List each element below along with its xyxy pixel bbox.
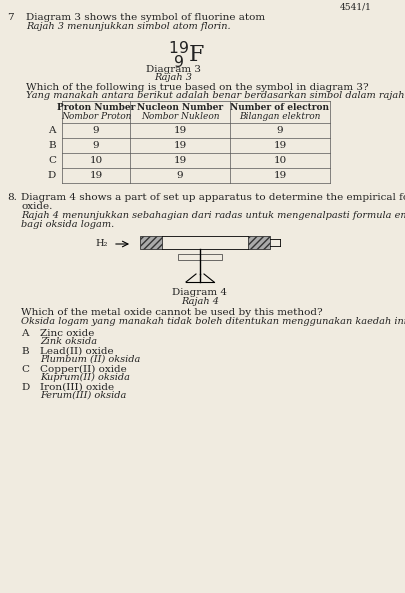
Text: Plumbum (II) oksida: Plumbum (II) oksida [40, 355, 141, 364]
Text: 19: 19 [173, 141, 187, 150]
Text: Nucleon Number: Nucleon Number [137, 103, 223, 112]
Text: Zinc oxide: Zinc oxide [40, 329, 94, 338]
Text: $^{19}_{\ 9}$F: $^{19}_{\ 9}$F [168, 40, 205, 71]
Text: H₂: H₂ [95, 239, 107, 248]
Text: Lead(II) oxide: Lead(II) oxide [40, 347, 114, 356]
Text: 9: 9 [93, 141, 99, 150]
Text: Nombor Proton: Nombor Proton [61, 112, 131, 121]
Text: C: C [21, 365, 29, 374]
Text: Rajah 4: Rajah 4 [181, 297, 219, 306]
Text: D: D [21, 383, 29, 392]
Text: Rajah 3 menunjukkan simbol atom florin.: Rajah 3 menunjukkan simbol atom florin. [26, 22, 230, 31]
Text: Diagram 4 shows a part of set up apparatus to determine the empirical formula of: Diagram 4 shows a part of set up apparat… [21, 193, 405, 202]
Text: Diagram 3 shows the symbol of fluorine atom: Diagram 3 shows the symbol of fluorine a… [26, 13, 265, 22]
Text: C: C [48, 156, 56, 165]
Text: 4541/1: 4541/1 [340, 3, 372, 12]
Text: D: D [48, 171, 56, 180]
Text: Oksida logam yang manakah tidak boleh ditentukan menggunakan kaedah ini. ?: Oksida logam yang manakah tidak boleh di… [21, 317, 405, 326]
Text: 8.: 8. [7, 193, 17, 202]
Text: Bilangan elektron: Bilangan elektron [239, 112, 321, 121]
Text: Proton Number: Proton Number [57, 103, 135, 112]
Text: bagi oksida logam.: bagi oksida logam. [21, 220, 114, 229]
Bar [140, 236, 162, 249]
Bar [178, 254, 222, 260]
Text: Diagram 3: Diagram 3 [145, 65, 200, 74]
Text: B: B [21, 347, 29, 356]
Text: 10: 10 [90, 156, 102, 165]
Text: Copper(II) oxide: Copper(II) oxide [40, 365, 127, 374]
Text: 7: 7 [7, 13, 14, 22]
Text: 19: 19 [273, 141, 287, 150]
Text: 10: 10 [273, 156, 287, 165]
Text: Kuprum(II) oksida: Kuprum(II) oksida [40, 373, 130, 382]
Text: A: A [21, 329, 28, 338]
Text: 19: 19 [273, 171, 287, 180]
Text: 19: 19 [173, 156, 187, 165]
Text: 9: 9 [93, 126, 99, 135]
Text: Nombor Nukleon: Nombor Nukleon [141, 112, 219, 121]
Text: Diagram 4: Diagram 4 [173, 288, 228, 297]
Text: B: B [48, 141, 56, 150]
Text: oxide.: oxide. [21, 202, 52, 211]
Text: Zink oksida: Zink oksida [40, 337, 97, 346]
Text: 19: 19 [173, 126, 187, 135]
Text: Rajah 4 menunjukkan sebahagian dari radas untuk mengenalpasti formula empirik: Rajah 4 menunjukkan sebahagian dari rada… [21, 211, 405, 220]
Text: Ferum(III) oksida: Ferum(III) oksida [40, 391, 126, 400]
Text: Yang manakah antara berikut adalah benar berdasarkan simbol dalam rajah 3?: Yang manakah antara berikut adalah benar… [26, 91, 405, 100]
Text: 19: 19 [90, 171, 102, 180]
Text: Rajah 3: Rajah 3 [154, 73, 192, 82]
Text: 9: 9 [177, 171, 183, 180]
Bar [248, 236, 270, 249]
Text: A: A [49, 126, 56, 135]
Text: Number of electron: Number of electron [230, 103, 330, 112]
Text: Iron(III) oxide: Iron(III) oxide [40, 383, 114, 392]
Text: Which of the following is true based on the symbol in diagram 3?: Which of the following is true based on … [26, 83, 369, 92]
Text: 9: 9 [277, 126, 283, 135]
Text: Which of the metal oxide cannot be used by this method?: Which of the metal oxide cannot be used … [21, 308, 323, 317]
